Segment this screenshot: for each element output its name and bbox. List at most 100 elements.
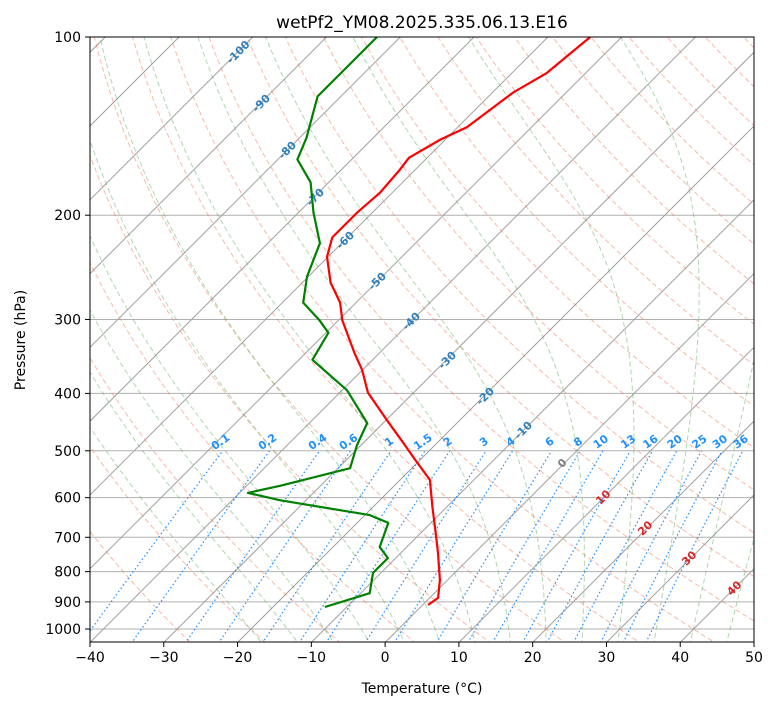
isotherm-line (311, 199, 754, 642)
x-tick-label: 0 (381, 650, 390, 666)
isotherm-label: -90 (250, 91, 273, 114)
y-tick-label: 700 (54, 530, 81, 546)
dry-adiabat-line (513, 37, 754, 285)
isotherm-line (90, 37, 549, 496)
y-tick-label: 900 (54, 595, 81, 611)
moist-adiabat-line (90, 308, 334, 642)
isotherm-line (90, 37, 696, 642)
isotherm-label: 0 (555, 456, 570, 471)
y-tick-label: 300 (54, 312, 81, 328)
mixing-ratio-label: 16 (640, 432, 660, 452)
moist-adiabat-line (619, 37, 700, 642)
moist-adiabat-line (143, 37, 476, 642)
dry-adiabat-line (770, 25, 775, 654)
x-tick-label: 30 (598, 650, 616, 666)
x-tick-label: 20 (524, 650, 542, 666)
moist-adiabat-line (468, 37, 635, 642)
isotherm-line (606, 494, 754, 642)
dry-adiabat-line (399, 37, 754, 407)
plot-frame (89, 36, 755, 643)
mixing-ratio-label: 20 (665, 432, 685, 452)
profiles (246, 37, 591, 609)
x-tick-label: −40 (75, 650, 105, 666)
dry-adiabat-line (361, 37, 754, 449)
mixing-ratio-label: 25 (689, 432, 709, 451)
axis-ticks: −40 −30 −20 −10 0 10 20 30 40 5010020030040050060… (45, 30, 763, 666)
x-tick-label: −10 (297, 650, 327, 666)
dry-adiabat-line (284, 37, 754, 534)
line-labels: 0.1 0.2 0.4 0.6 1 1.5 2 3 4 6 8 10 13 16 20 25 30 36-100-… (209, 38, 751, 599)
isotherm-line (163, 51, 754, 642)
moist-adiabat-line (90, 426, 262, 642)
isotherm-line (458, 346, 754, 642)
mixing-ratio-line (394, 450, 514, 642)
moist-adiabat-line (760, 37, 775, 654)
moist-adiabat-line (689, 357, 754, 642)
isotherm-line (90, 37, 254, 201)
mixing-ratio-line (90, 450, 224, 632)
dry-adiabat-line (704, 37, 754, 88)
isotherm-label: -30 (436, 348, 459, 371)
mixing-ratio-line (573, 450, 678, 642)
isotherm-line (532, 420, 754, 642)
isotherm-label: 30 (679, 548, 699, 568)
chart-title: wetPf2_YM08.2025.335.06.13.E16 (276, 13, 568, 33)
mixing-ratio-line (262, 450, 392, 642)
mixing-ratio-line (467, 450, 581, 642)
mixing-ratio-line (436, 450, 553, 642)
dry-adiabat-line (132, 37, 640, 642)
y-tick-label: 600 (54, 491, 81, 507)
isotherm-line (680, 567, 754, 642)
isotherm-label: -70 (304, 185, 327, 208)
dry-adiabat-line (93, 37, 566, 642)
dry-adiabat-line (90, 356, 341, 642)
moist-adiabat-line (90, 138, 405, 642)
y-tick-label: 200 (54, 208, 81, 224)
mixing-ratio-line (492, 450, 604, 642)
x-tick-label: −20 (223, 650, 253, 666)
isotherm-line (90, 37, 475, 422)
mixing-ratio-line (622, 450, 723, 642)
dewpoint-profile-line (246, 37, 390, 609)
mixing-ratio-label: 1.5 (411, 431, 434, 453)
mixing-ratio-label: 3 (477, 434, 491, 449)
mixing-ratio-label: 8 (571, 434, 585, 449)
mixing-ratio-line (325, 450, 451, 642)
x-tick-label: 10 (450, 650, 468, 666)
y-tick-label: 400 (54, 386, 81, 402)
x-tick-label: 50 (745, 650, 763, 666)
mixing-ratio-line (546, 450, 654, 642)
dry-adiabat-line (90, 445, 266, 642)
mixing-ratio-line (522, 450, 631, 642)
dry-adiabat-line (90, 261, 416, 642)
dry-adiabat-line (170, 37, 715, 642)
dry-adiabat-line (590, 37, 754, 205)
moist-adiabat-line (99, 37, 441, 642)
isotherm-label: -20 (474, 384, 497, 407)
x-tick-label: 40 (671, 650, 689, 666)
isotherm-line (385, 272, 754, 642)
y-tick-label: 100 (54, 30, 81, 46)
mixing-ratio-label: 30 (710, 432, 730, 452)
mixing-ratio-label: 10 (591, 432, 611, 452)
moist-adiabat-line (265, 37, 547, 642)
dry-adiabat-line (322, 37, 754, 491)
y-tick-label: 800 (54, 565, 81, 581)
mixing-ratio-line (131, 450, 271, 642)
isotherm-label: 20 (635, 518, 655, 538)
dry-adiabat-line (208, 37, 754, 622)
dry-adiabat-line (437, 37, 754, 366)
moist-adiabat-line (352, 37, 585, 642)
isotherm-line (90, 37, 327, 275)
dry-adiabat-line (666, 37, 754, 127)
mixing-ratio-label: 6 (543, 434, 557, 449)
temperature-profile-line (325, 37, 591, 606)
y-axis-label: Pressure (hPa) (13, 290, 29, 390)
y-tick-label: 1000 (45, 622, 81, 638)
mixing-ratio-line (218, 450, 351, 642)
background-lines (90, 25, 775, 654)
moist-adiabat-line (90, 234, 370, 642)
x-axis-label: Temperature (°C) (361, 681, 483, 697)
moist-adiabat-line (726, 536, 754, 642)
